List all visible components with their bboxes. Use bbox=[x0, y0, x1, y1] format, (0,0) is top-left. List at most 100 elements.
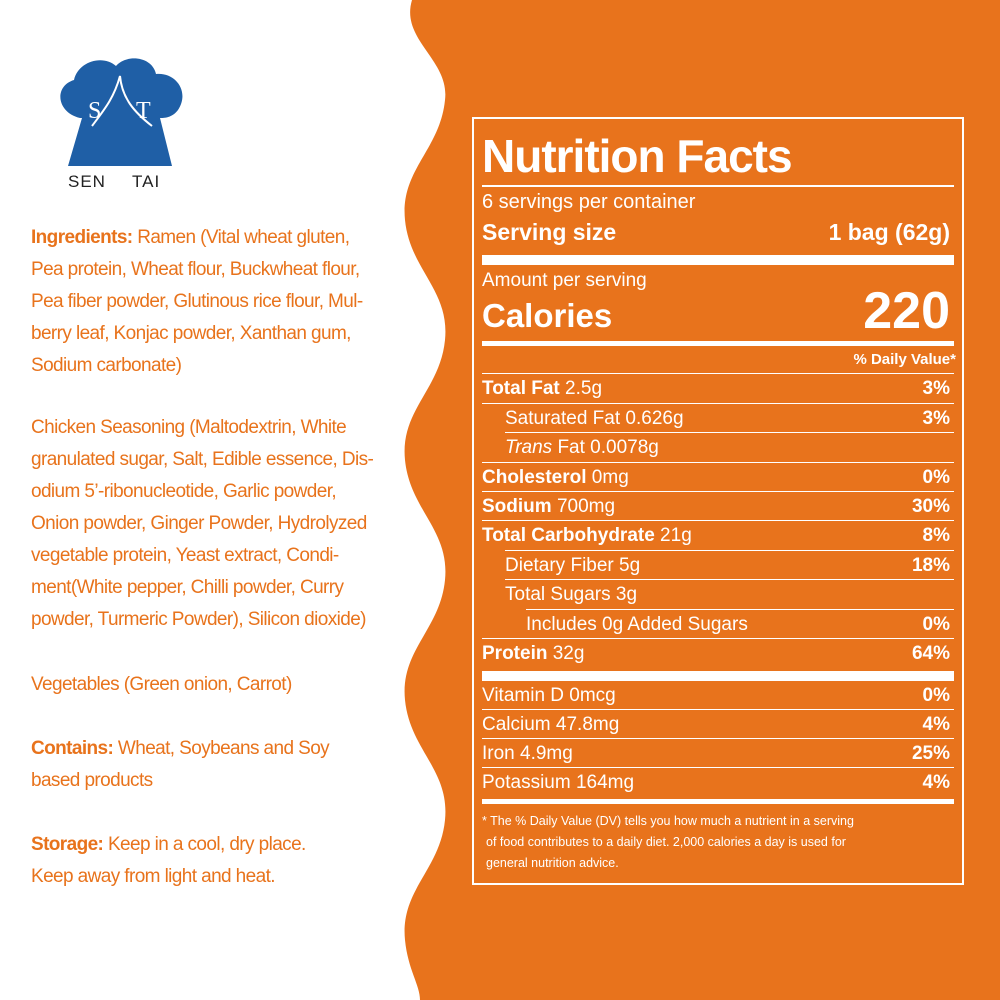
logo-caption-sen: SEN bbox=[68, 172, 106, 191]
ingredients-label: Ingredients: bbox=[31, 227, 133, 248]
total-carbohydrate-amount: 21g bbox=[654, 525, 692, 546]
chef-hat-logo-icon: S T bbox=[60, 58, 183, 166]
vegetables-block: Vegetables (Green onion, Carrot) bbox=[31, 669, 411, 701]
contains-line-1: Wheat, Soybeans and Soy bbox=[113, 738, 330, 759]
calories-value: 220 bbox=[863, 282, 950, 340]
total-carbohydrate-dv: 8% bbox=[922, 525, 950, 546]
rule bbox=[482, 403, 954, 404]
iron-label: Iron 4.9mg bbox=[482, 743, 573, 764]
seasoning-line-7: powder, Turmeric Powder), Silicon dioxid… bbox=[31, 609, 367, 630]
potassium-dv: 4% bbox=[922, 772, 950, 793]
seasoning-line-5: vegetable protein, Yeast extract, Condi- bbox=[31, 545, 339, 566]
cholesterol-amount: 0mg bbox=[586, 467, 629, 488]
rule-under-title bbox=[482, 185, 954, 187]
rule bbox=[505, 550, 954, 551]
seasoning-line-3: odium 5’-ribonucleotide, Garlic powder, bbox=[31, 481, 337, 502]
contains-label: Contains: bbox=[31, 738, 114, 759]
daily-value-footnote: * The % Daily Value (DV) tells you how m… bbox=[482, 811, 854, 874]
rule bbox=[482, 373, 954, 374]
saturated-fat-label: Saturated Fat 0.626g bbox=[505, 408, 684, 429]
medium-rule bbox=[482, 341, 954, 346]
storage-block: Storage: Keep in a cool, dry place. Keep… bbox=[31, 829, 411, 893]
thick-rule-top bbox=[482, 255, 954, 265]
rule bbox=[505, 432, 954, 433]
protein-label: Protein 32g bbox=[482, 643, 584, 665]
seasoning-line-6: ment(White pepper, Chilli powder, Curry bbox=[31, 577, 344, 598]
vegetables-line: Vegetables (Green onion, Carrot) bbox=[31, 674, 292, 695]
protein-name: Protein bbox=[482, 643, 548, 664]
calcium-dv: 4% bbox=[922, 714, 950, 735]
servings-per-container: 6 servings per container bbox=[482, 191, 696, 213]
saturated-fat-dv: 3% bbox=[922, 408, 950, 429]
ingredients-block: Ingredients: Ramen (Vital wheat gluten, … bbox=[31, 222, 411, 382]
seasoning-line-1: Chicken Seasoning (Maltodextrin, White bbox=[31, 417, 347, 438]
footnote-line-3: general nutrition advice. bbox=[486, 856, 619, 870]
footnote-line-1: * The % Daily Value (DV) tells you how m… bbox=[482, 814, 854, 828]
storage-line-2: Keep away from light and heat. bbox=[31, 866, 276, 887]
seasoning-line-2: granulated sugar, Salt, Edible essence, … bbox=[31, 449, 374, 470]
dietary-fiber-dv: 18% bbox=[911, 555, 950, 576]
protein-amount: 32g bbox=[547, 643, 585, 664]
calories-label: Calories bbox=[482, 297, 613, 334]
nutrition-title: Nutrition Facts bbox=[482, 130, 793, 182]
calcium-label: Calcium 47.8mg bbox=[482, 714, 620, 735]
ingredients-line-5: Sodium carbonate) bbox=[31, 355, 182, 376]
rule bbox=[482, 767, 954, 768]
seasoning-line-4: Onion powder, Ginger Powder, Hydrolyzed bbox=[31, 513, 367, 534]
added-sugars-dv: 0% bbox=[922, 614, 950, 635]
dietary-fiber-label: Dietary Fiber 5g bbox=[505, 555, 641, 576]
sodium-name: Sodium bbox=[482, 496, 552, 517]
storage-line-1: Keep in a cool, dry place. bbox=[103, 834, 306, 855]
trans-fat-italic: Trans bbox=[505, 437, 553, 458]
rule bbox=[505, 579, 954, 580]
logo-letter-t: T bbox=[136, 98, 151, 124]
amount-per-serving: Amount per serving bbox=[482, 270, 647, 291]
rule bbox=[482, 709, 954, 710]
rule bbox=[482, 638, 954, 639]
sodium-label: Sodium 700mg bbox=[482, 496, 615, 518]
total-fat-name: Total Fat bbox=[482, 378, 560, 399]
logo-letter-s: S bbox=[88, 98, 101, 124]
total-fat-label: Total Fat 2.5g bbox=[482, 378, 602, 400]
thick-rule-bottom bbox=[482, 671, 954, 681]
rule bbox=[482, 491, 954, 492]
contains-line-2: based products bbox=[31, 770, 153, 791]
rule bbox=[482, 738, 954, 739]
cholesterol-name: Cholesterol bbox=[482, 467, 587, 488]
daily-value-header: % Daily Value* bbox=[853, 351, 956, 368]
protein-dv: 64% bbox=[911, 643, 950, 664]
potassium-label: Potassium 164mg bbox=[482, 772, 635, 793]
vitamin-d-label: Vitamin D 0mcg bbox=[482, 685, 616, 706]
serving-size-label: Serving size bbox=[482, 219, 617, 245]
iron-dv: 25% bbox=[911, 743, 950, 764]
seasoning-block: Chicken Seasoning (Maltodextrin, White g… bbox=[31, 412, 411, 636]
cholesterol-label: Cholesterol 0mg bbox=[482, 467, 629, 489]
storage-label: Storage: bbox=[31, 834, 104, 855]
rule bbox=[482, 520, 954, 521]
total-carbohydrate-name: Total Carbohydrate bbox=[482, 525, 655, 546]
contains-block: Contains: Wheat, Soybeans and Soy based … bbox=[31, 733, 411, 797]
cholesterol-dv: 0% bbox=[922, 467, 950, 488]
nutrition-facts-panel: Nutrition Facts 6 servings per container… bbox=[472, 117, 964, 885]
total-fat-dv: 3% bbox=[922, 378, 950, 399]
total-sugars-label: Total Sugars 3g bbox=[505, 584, 638, 605]
total-fat-amount: 2.5g bbox=[559, 378, 603, 399]
sentai-logo: S T SEN TAI bbox=[52, 52, 192, 192]
footnote-rule bbox=[482, 799, 954, 804]
trans-fat-label: Trans Fat 0.0078g bbox=[505, 437, 659, 459]
footnote-line-2: of food contributes to a daily diet. 2,0… bbox=[486, 835, 846, 849]
added-sugars-label: Includes 0g Added Sugars bbox=[526, 614, 748, 635]
vitamin-d-dv: 0% bbox=[922, 685, 950, 706]
ingredients-line-1: Ramen (Vital wheat gluten, bbox=[132, 227, 350, 248]
ingredients-line-4: berry leaf, Konjac powder, Xanthan gum, bbox=[31, 323, 351, 344]
trans-fat-rest: Fat 0.0078g bbox=[552, 437, 659, 458]
rule bbox=[526, 609, 954, 610]
ingredients-line-3: Pea fiber powder, Glutinous rice flour, … bbox=[31, 291, 363, 312]
logo-caption-tai: TAI bbox=[132, 172, 161, 191]
sodium-dv: 30% bbox=[911, 496, 950, 517]
serving-size-value: 1 bag (62g) bbox=[828, 219, 950, 245]
total-carbohydrate-label: Total Carbohydrate 21g bbox=[482, 525, 692, 547]
rule bbox=[482, 462, 954, 463]
sodium-amount: 700mg bbox=[551, 496, 616, 517]
